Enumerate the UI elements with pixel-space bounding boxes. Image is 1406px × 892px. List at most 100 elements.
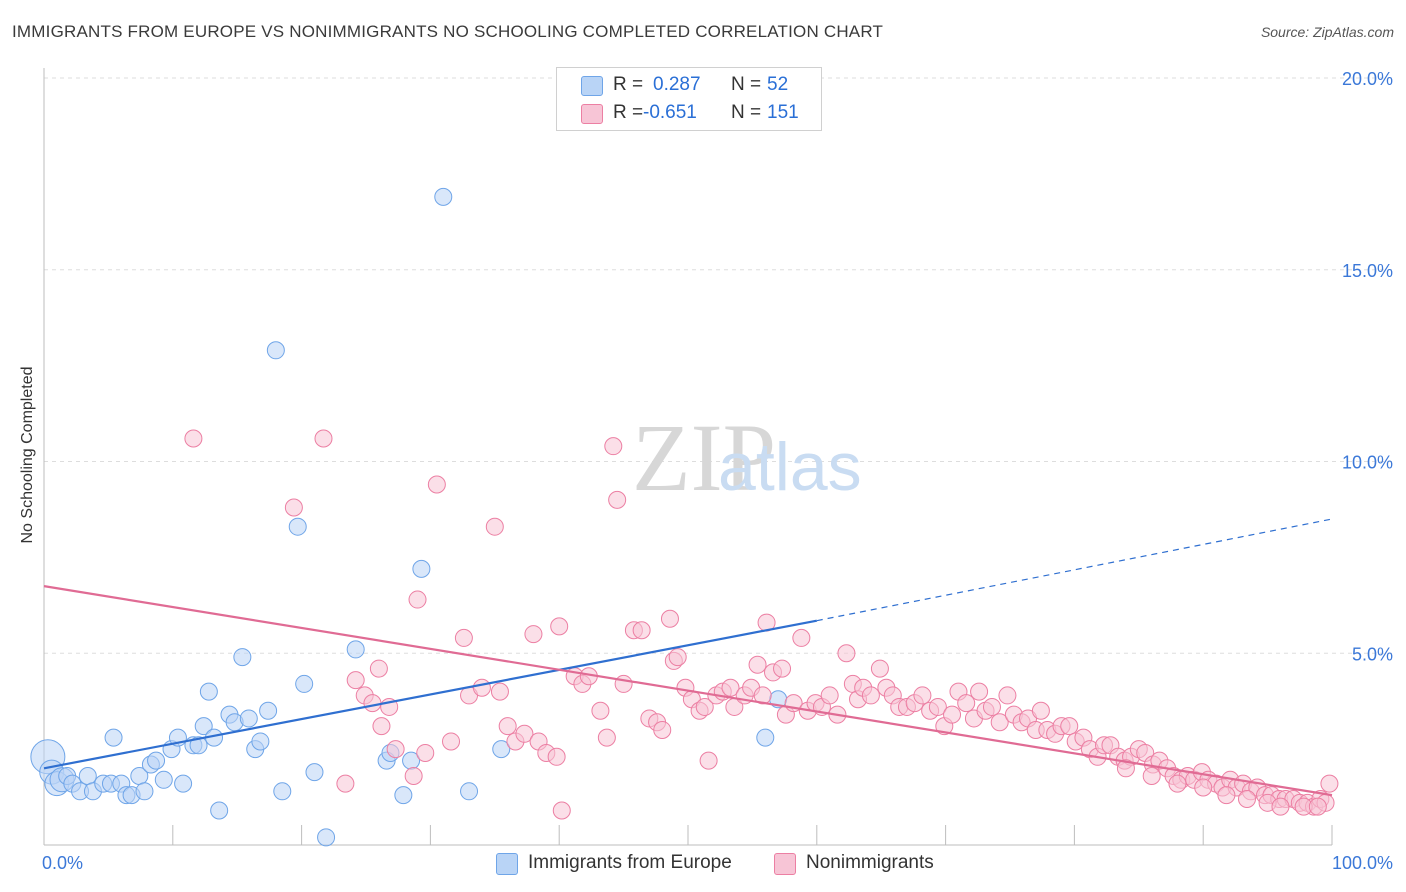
nonimmigrants-point [1237, 789, 1256, 808]
nonimmigrants-point [498, 717, 517, 736]
nonimmigrants-point [1168, 774, 1187, 793]
nonimmigrants-point [284, 498, 303, 517]
nonimmigrants-point [515, 724, 534, 743]
immigrants-point [259, 701, 278, 720]
nonimmigrants-point [604, 437, 623, 456]
immigrants-point [756, 728, 775, 747]
nonimmigrants-point [820, 686, 839, 705]
nonimmigrants-point [928, 697, 947, 716]
legend-n-value: 52 [767, 74, 789, 95]
nonimmigrants-point [957, 694, 976, 713]
nonimmigrants-trend-line [43, 585, 1333, 797]
nonimmigrants-point [982, 697, 1001, 716]
legend-n-label: N = [731, 74, 762, 95]
nonimmigrants-point [454, 628, 473, 647]
x-tick-label: 0.0% [42, 853, 83, 873]
nonimmigrants-point [695, 697, 714, 716]
nonimmigrants-point [372, 717, 391, 736]
immigrants-point [492, 740, 511, 759]
immigrants-point [288, 517, 307, 536]
nonimmigrants-point [386, 740, 405, 759]
legend-n-value: 151 [767, 102, 799, 123]
nonimmigrants-point [1194, 778, 1213, 797]
nonimmigrants-point [408, 590, 427, 609]
nonimmigrants-point [1320, 774, 1339, 793]
immigrants-point [104, 728, 123, 747]
nonimmigrants-point [363, 694, 382, 713]
immigrants-point [174, 774, 193, 793]
nonimmigrants-point [699, 751, 718, 770]
legend-swatch-immigrants [496, 853, 518, 875]
nonimmigrants-point [1031, 701, 1050, 720]
immigrants-point [233, 648, 252, 667]
nonimmigrants-point [660, 609, 679, 628]
nonimmigrants-point [970, 682, 989, 701]
y-tick-label: 5.0% [1352, 644, 1393, 664]
immigrants-point [346, 640, 365, 659]
nonimmigrants-point [653, 720, 672, 739]
immigrants-point [434, 187, 453, 206]
nonimmigrants-point [346, 671, 365, 690]
immigrants-point [317, 828, 336, 847]
nonimmigrants-point [552, 801, 571, 820]
immigrants-point [154, 770, 173, 789]
immigrants-point [412, 559, 431, 578]
nonimmigrants-point [1142, 766, 1161, 785]
immigrants-point [239, 709, 258, 728]
immigrants-point [460, 782, 479, 801]
axes [43, 68, 1333, 846]
legend-r-value: 0.287 [653, 74, 701, 95]
nonimmigrants-point [404, 766, 423, 785]
nonimmigrants-point [472, 678, 491, 697]
nonimmigrants-point [485, 517, 504, 536]
gridlines [44, 77, 1392, 654]
immigrants-point [135, 782, 154, 801]
legend-swatch-nonimmigrants [581, 104, 603, 124]
nonimmigrants-point [870, 659, 889, 678]
nonimmigrants-point [550, 617, 569, 636]
legend-r-label: R = [613, 102, 644, 123]
nonimmigrants-point [608, 490, 627, 509]
nonimmigrants-point [943, 705, 962, 724]
immigrants-point [199, 682, 218, 701]
nonimmigrants-point [998, 686, 1017, 705]
immigrants-point [251, 732, 270, 751]
x-tick-label: 100.0% [1332, 853, 1393, 873]
immigrants-point [394, 786, 413, 805]
immigrants-point [273, 782, 292, 801]
immigrants-point [266, 341, 285, 360]
nonimmigrants-point [184, 429, 203, 448]
immigrants-point [147, 751, 166, 770]
legend-n-label: N = [731, 102, 762, 123]
immigrants-point [189, 736, 208, 755]
legend-label-immigrants: Immigrants from Europe [528, 852, 732, 873]
nonimmigrants-point [753, 686, 772, 705]
nonimmigrants-point [773, 659, 792, 678]
y-tick-label: 15.0% [1342, 261, 1393, 281]
immigrants-point [194, 717, 213, 736]
series-immigrants-points [30, 187, 788, 847]
nonimmigrants-point [490, 682, 509, 701]
immigrants-trend-extension [816, 518, 1333, 622]
nonimmigrants-point [668, 648, 687, 667]
nonimmigrants-point [336, 774, 355, 793]
legend-label-nonimmigrants: Nonimmigrants [806, 852, 934, 873]
nonimmigrants-point [913, 686, 932, 705]
nonimmigrants-point [1116, 759, 1135, 778]
nonimmigrants-point [837, 644, 856, 663]
immigrants-point [78, 766, 97, 785]
nonimmigrants-point [721, 678, 740, 697]
nonimmigrants-point [547, 747, 566, 766]
legend-r-label: R = [613, 74, 644, 95]
nonimmigrants-point [792, 628, 811, 647]
watermark-zip: ZIP [632, 404, 776, 511]
trend-lines [43, 518, 1333, 797]
nonimmigrants-point [597, 728, 616, 747]
legend-swatch-immigrants [581, 76, 603, 96]
nonimmigrants-point [442, 732, 461, 751]
watermark-atlas: atlas [718, 429, 862, 505]
nonimmigrants-point [524, 625, 543, 644]
nonimmigrants-point [427, 475, 446, 494]
nonimmigrants-point [369, 659, 388, 678]
